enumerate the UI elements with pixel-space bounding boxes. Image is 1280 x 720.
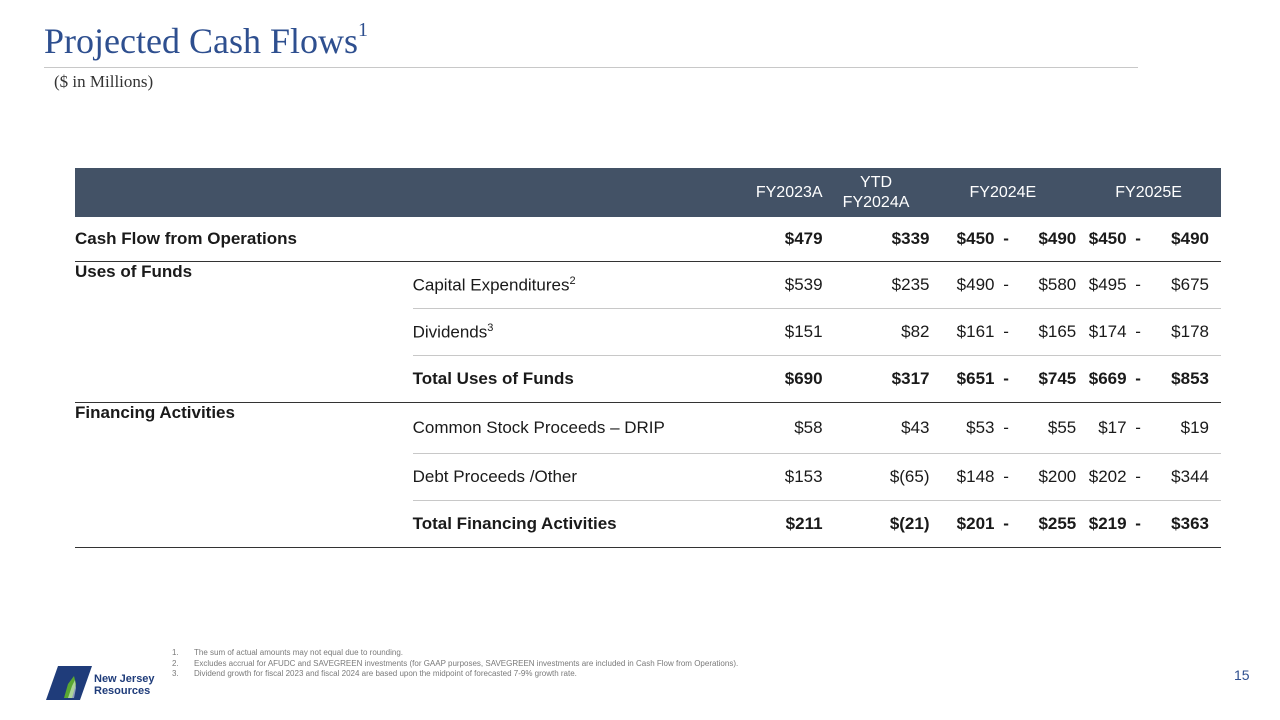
title-footnote-marker: 1	[357, 19, 368, 41]
table-row-capex: Uses of Funds Capital Expenditures2 $539…	[75, 261, 1221, 403]
section-label-uses: Uses of Funds	[75, 261, 413, 403]
table-row-dividends: Dividends3 $151 $82 $161 - $165 $174 - $…	[75, 308, 1221, 356]
page-title: Projected Cash Flows1	[44, 19, 368, 61]
page-number: 15	[1234, 667, 1250, 683]
header-fy2025e: FY2025E	[1076, 168, 1221, 217]
table-row-drip: Financing Activities Common Stock Procee…	[75, 402, 1221, 548]
footnote-2: 2. Excludes accrual for AFUDC and SAVEGRE…	[172, 658, 739, 668]
section-label-financing: Financing Activities	[75, 402, 413, 548]
logo-text: New Jersey Resources	[94, 673, 155, 697]
title-divider	[44, 67, 1138, 68]
table-row-total-financing: Total Financing Activities $211 $(21) $2…	[75, 500, 1221, 548]
footnotes: 1. The sum of actual amounts may not equa…	[172, 648, 738, 680]
table-header-row: FY2023A YTD FY2024A FY2024E FY2025E	[75, 168, 1221, 217]
row-label: Total Financing Activities	[412, 500, 738, 548]
row-label: Debt Proceeds /Other	[412, 453, 738, 501]
row-label: Capital Expenditures2	[412, 261, 738, 309]
cash-flow-table: FY2023A YTD FY2024A FY2024E FY2025E Cash …	[75, 168, 1221, 548]
table-row-total-uses: Total Uses of Funds $690 $317 $651 - $74…	[75, 355, 1221, 403]
footnote-3: 3. Dividend growth for fiscal 2023 and fi…	[172, 669, 577, 678]
row-label: Total Uses of Funds	[412, 355, 738, 403]
header-ytd-fy2024a: YTD FY2024A	[822, 168, 930, 217]
header-fy2024e: FY2024E	[929, 168, 1077, 217]
row-label: Dividends3	[412, 308, 738, 356]
njr-logo-icon	[46, 666, 92, 700]
header-fy2023a: FY2023A	[737, 168, 823, 217]
table-row-debt: Debt Proceeds /Other $153 $(65) $148 - $…	[75, 453, 1221, 501]
page-subtitle: ($ in Millions)	[54, 72, 154, 91]
footnote-1: 1. The sum of actual amounts may not equa…	[172, 648, 404, 657]
row-label: Cash Flow from Operations	[75, 217, 738, 262]
row-label: Common Stock Proceeds – DRIP	[412, 402, 738, 454]
table-row-cfo: Cash Flow from Operations $479 $339 $450…	[75, 217, 1221, 262]
